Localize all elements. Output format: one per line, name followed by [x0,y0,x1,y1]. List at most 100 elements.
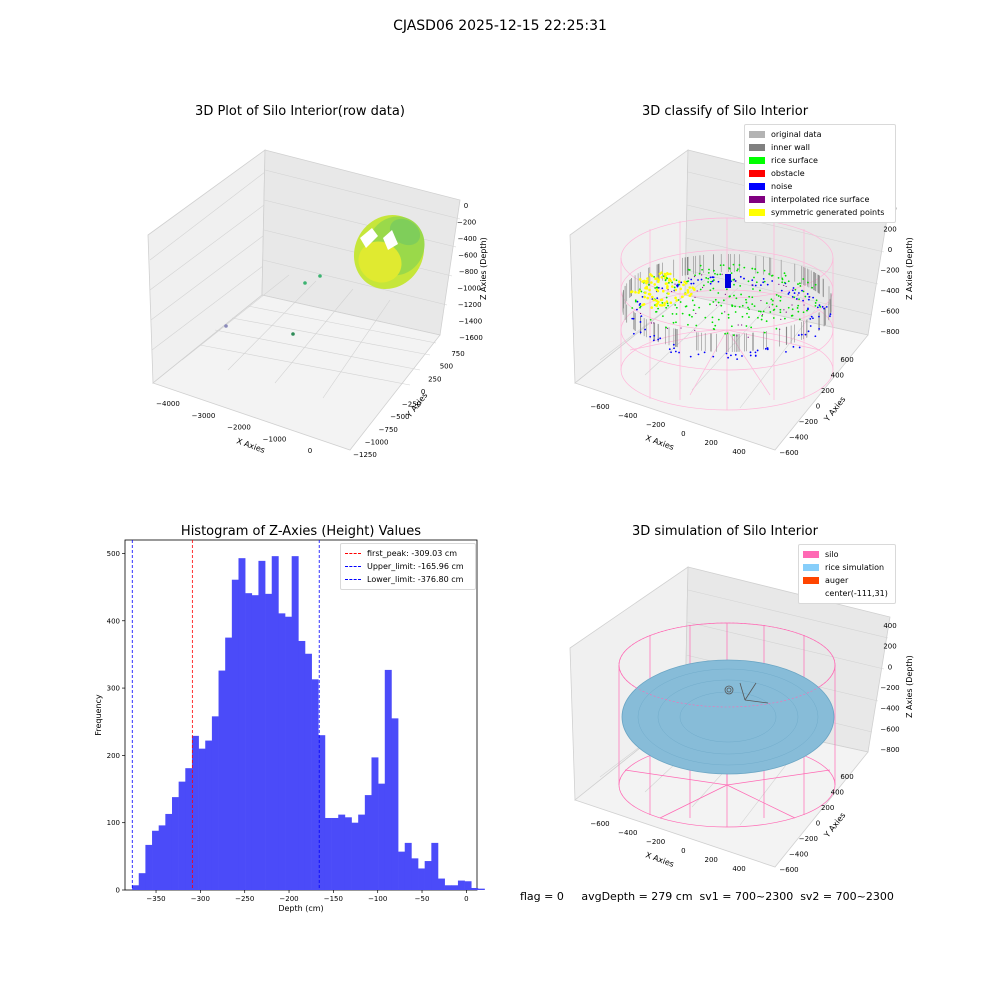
interpolated-point [694,329,696,331]
noise-point [632,332,635,335]
rice-surface-point [707,281,710,283]
rice-surface-point [769,311,772,313]
rice-surface-point [784,274,787,277]
rice-surface-point [688,314,691,317]
rice-surface-point [655,310,658,313]
rice-surface-point [775,305,778,308]
histogram-bar [384,669,392,890]
symmetric-point [669,279,673,283]
rice-surface-point [811,286,814,289]
legend-swatch [749,131,765,138]
interpolated-point [666,327,669,329]
histogram-bar [165,813,173,890]
noise-point [673,347,675,350]
rice-surface-point [806,309,808,312]
symmetric-point [648,293,652,296]
legend-label: noise [771,182,793,191]
raw-point [224,324,228,328]
symmetric-point [650,295,654,299]
panel4-ztick: −600 [880,725,899,733]
noise-point [751,279,754,282]
symmetric-point [656,289,660,293]
rice-surface-point [679,301,682,303]
legend-entry: Upper_limit: -165.96 cm [345,560,471,573]
rice-surface-point [775,327,778,330]
rice-surface-point [719,273,722,276]
interpolated-point [653,322,655,324]
panel2-legend: original data inner wall rice surface obsta… [744,124,896,223]
legend-label: auger [825,576,849,585]
histogram-xtick: −250 [235,895,254,903]
legend-swatch [803,590,819,597]
rice-surface-point [711,321,714,324]
rice-surface-point [714,272,716,275]
noise-point [672,343,675,346]
histogram-bar [404,842,412,890]
histogram-bar [218,670,226,890]
noise-point [798,346,801,349]
histogram-bar [298,640,306,890]
rice-surface-point [671,312,674,315]
rice-surface-point [751,303,754,306]
panel1-xtick: −4000 [156,400,180,408]
rice-surface-point [699,264,702,267]
symmetric-point [667,292,670,295]
histogram-bar [245,593,253,890]
rice-surface-point [814,302,817,304]
rice-surface-point [783,281,786,284]
panel1-ztick: −1000 [457,285,481,293]
noise-point [632,317,635,320]
rice-surface-point [797,310,800,313]
legend-label: obstacle [771,169,805,178]
legend-label: original data [771,130,822,139]
noise-point [809,325,812,327]
noise-point [793,292,796,294]
rice-surface-point [722,264,725,267]
noise-point [657,338,660,341]
rice-surface-point [667,304,669,307]
noise-point [661,287,664,290]
noise-point [764,347,767,350]
noise-point [802,299,804,302]
rice-surface-point [666,302,669,305]
panel2-ztick: −200 [880,267,899,275]
symmetric-point [657,300,660,304]
rice-surface-point [761,314,763,317]
panel2-xtick: 0 [681,430,685,438]
noise-point [709,282,712,285]
rice-surface-point [678,283,681,286]
panel4-ytick: 200 [821,804,834,812]
histogram-bar [344,817,352,890]
legend-entry: original data [749,128,891,141]
noise-point [756,349,759,352]
symmetric-point [684,292,687,296]
histogram-bar [398,851,406,890]
symmetric-point [637,291,640,294]
legend-swatch [803,551,819,558]
rice-surface-point [727,313,730,316]
panel1-ytick: −1250 [353,451,377,459]
rice-surface-point [779,311,782,314]
symmetric-point [648,288,651,292]
panel4-xtick: −600 [590,820,609,828]
histogram-axes: −350 −300 −250 −200 −150 −100 −50 0 0 100 200 300 40… [94,539,485,913]
noise-point [725,352,728,355]
noise-point [711,280,714,283]
rice-surface-point [736,268,739,271]
panel2-xtick: −400 [618,412,637,420]
histogram-ylabel: Frequency [94,694,103,736]
panel2-ytick: 600 [840,356,853,364]
noise-point [809,317,812,320]
rice-surface-point [634,300,637,303]
rice-surface-point [730,325,733,328]
rice-surface-point [787,280,790,283]
rice-surface-point [692,309,695,312]
histogram-ytick: 400 [107,617,120,625]
histogram-bar [371,757,379,890]
rice-surface-point [653,275,656,278]
rice-surface-point [717,318,720,321]
rice-surface-point [815,299,818,302]
noise-point [812,296,815,299]
panel2-ytick: −400 [789,434,808,442]
rice-surface-point [657,307,659,310]
